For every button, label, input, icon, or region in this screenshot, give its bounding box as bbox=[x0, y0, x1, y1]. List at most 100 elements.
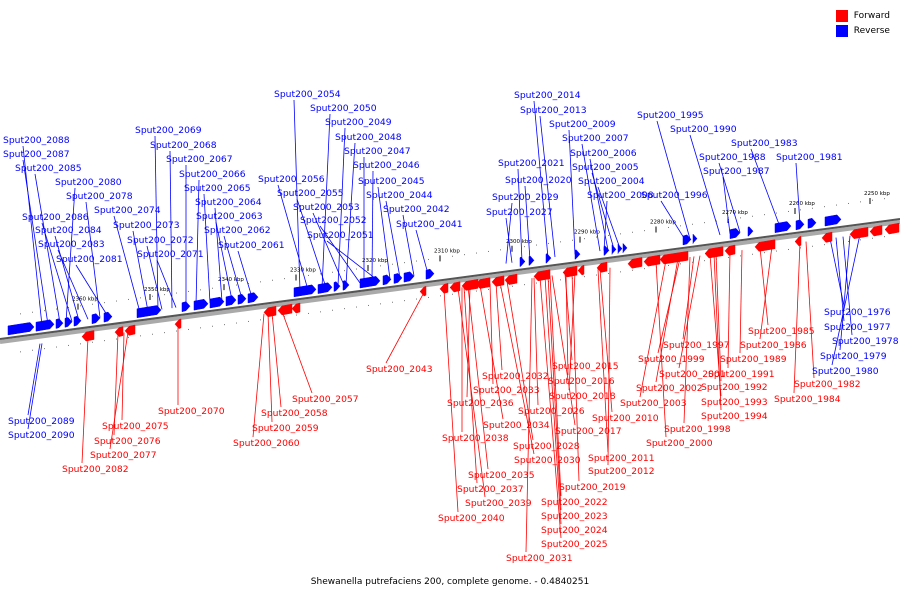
gene-connector bbox=[146, 245, 163, 310]
gene-label-sput200-1980: Sput200_1980 bbox=[812, 366, 879, 377]
reverse-gene-arrow bbox=[333, 281, 341, 292]
gene-label-sput200-2023: Sput200_2023 bbox=[541, 511, 608, 522]
gene-connector bbox=[75, 264, 109, 317]
forward-gene-arrow bbox=[704, 246, 724, 259]
ruler-dot bbox=[788, 210, 789, 212]
ruler-dot bbox=[80, 343, 81, 345]
gene-label-sput200-1994: Sput200_1994 bbox=[701, 411, 768, 422]
gene-label-sput200-1983: Sput200_1983 bbox=[731, 138, 798, 149]
forward-gene-arrow bbox=[491, 275, 505, 287]
gene-label-sput200-2064: Sput200_2064 bbox=[195, 197, 262, 208]
ruler-dot bbox=[284, 278, 285, 280]
ruler-dot bbox=[812, 245, 813, 247]
gene-connector bbox=[571, 272, 580, 482]
gene-connector bbox=[713, 253, 722, 411]
gene-connector bbox=[759, 246, 773, 340]
ruler-dot bbox=[308, 274, 309, 276]
ruler-dot bbox=[248, 320, 249, 322]
gene-connector bbox=[34, 173, 61, 324]
gene-label-sput200-2006: Sput200_2006 bbox=[570, 148, 637, 159]
ruler-dot bbox=[764, 214, 765, 216]
ruler-dot bbox=[440, 257, 441, 259]
gene-connector bbox=[655, 261, 667, 438]
gene-connector bbox=[466, 286, 471, 398]
ruler-dot bbox=[248, 282, 249, 284]
gene-connector bbox=[113, 215, 141, 313]
gene-connector bbox=[57, 249, 89, 320]
ruler-dot bbox=[680, 225, 681, 227]
scale-tick-label: 2280 kbp bbox=[650, 220, 676, 226]
reverse-gene-arrow bbox=[317, 282, 333, 294]
gene-label-sput200-2073: Sput200_2073 bbox=[113, 220, 180, 231]
gene-label-sput200-2044: Sput200_2044 bbox=[366, 190, 433, 201]
reverse-gene-arrow bbox=[574, 249, 581, 260]
ruler-dot bbox=[776, 250, 777, 252]
reverse-gene-arrow bbox=[136, 305, 162, 319]
ruler-dot bbox=[692, 261, 693, 263]
ruler-dot bbox=[416, 260, 417, 262]
reverse-gene-arrow bbox=[528, 255, 535, 266]
gene-label-sput200-2090: Sput200_2090 bbox=[8, 430, 75, 441]
gene-connector bbox=[599, 268, 613, 413]
gene-connector bbox=[252, 313, 265, 438]
ruler-dot bbox=[860, 239, 861, 241]
gene-label-sput200-2058: Sput200_2058 bbox=[261, 408, 328, 419]
gene-connector bbox=[319, 225, 361, 284]
reverse-gene-arrow bbox=[774, 221, 792, 233]
gene-label-sput200-1992: Sput200_1992 bbox=[701, 382, 768, 393]
connector-layer bbox=[22, 99, 861, 553]
gene-label-sput200-2036: Sput200_2036 bbox=[447, 398, 514, 409]
gene-label-sput200-2040: Sput200_2040 bbox=[438, 513, 505, 524]
gene-connector bbox=[718, 162, 741, 233]
gene-label-sput200-2080: Sput200_2080 bbox=[55, 177, 122, 188]
gene-label-sput200-2075: Sput200_2075 bbox=[102, 421, 169, 432]
gene-label-sput200-1985: Sput200_1985 bbox=[748, 326, 815, 337]
gene-label-sput200-2039: Sput200_2039 bbox=[465, 498, 532, 509]
forward-gene-arrow bbox=[263, 305, 277, 318]
reverse-gene-arrow bbox=[692, 233, 698, 244]
forward-swatch bbox=[835, 9, 848, 22]
ruler-dot bbox=[164, 294, 165, 296]
gene-label-sput200-2007: Sput200_2007 bbox=[562, 133, 629, 144]
scale-tick-label: 2320 kbp bbox=[362, 258, 388, 264]
gene-label-sput200-1999: Sput200_1999 bbox=[638, 354, 705, 365]
gene-label-sput200-2068: Sput200_2068 bbox=[150, 140, 217, 151]
reverse-gene-arrow bbox=[209, 296, 225, 309]
forward-gene-arrow bbox=[659, 250, 689, 265]
gene-label-sput200-2043: Sput200_2043 bbox=[366, 364, 433, 375]
gene-label-sput200-1996: Sput200_1996 bbox=[641, 190, 708, 201]
gene-connector bbox=[678, 255, 701, 369]
reverse-gene-arrow bbox=[359, 276, 381, 289]
gene-label-sput200-2003: Sput200_2003 bbox=[620, 398, 687, 409]
gene-label-sput200-2069: Sput200_2069 bbox=[135, 125, 202, 136]
ruler-dot bbox=[836, 204, 837, 206]
gene-connector bbox=[489, 283, 494, 385]
gene-connector bbox=[517, 168, 523, 262]
scale-tick-label: 2310 kbp bbox=[434, 248, 460, 254]
ruler-dot bbox=[404, 300, 405, 302]
ruler-dot bbox=[596, 274, 597, 276]
ruler-dot bbox=[200, 289, 201, 291]
ruler-dot bbox=[224, 286, 225, 288]
legend-forward-label: Forward bbox=[853, 10, 890, 21]
gene-label-sput200-2000: Sput200_2000 bbox=[646, 438, 713, 449]
gene-label-sput200-2018: Sput200_2018 bbox=[549, 391, 616, 402]
ruler-dot bbox=[92, 341, 93, 343]
ruler-dot bbox=[476, 290, 477, 292]
ruler-dot bbox=[860, 201, 861, 203]
ruler-dot bbox=[296, 276, 297, 278]
gene-label-sput200-1979: Sput200_1979 bbox=[820, 351, 887, 362]
forward-gene-arrow bbox=[884, 222, 900, 235]
gene-label-sput200-1986: Sput200_1986 bbox=[740, 340, 807, 351]
ruler-dot bbox=[644, 230, 645, 232]
ruler-dot bbox=[692, 223, 693, 225]
ruler-dot bbox=[20, 351, 21, 353]
ruler-dot bbox=[524, 246, 525, 248]
ruler-dot bbox=[704, 260, 705, 262]
gene-label-sput200-2087: Sput200_2087 bbox=[3, 149, 70, 160]
gene-label-sput200-1976: Sput200_1976 bbox=[824, 307, 891, 318]
ruler-dot bbox=[200, 327, 201, 329]
reverse-gene-arrow bbox=[73, 315, 82, 327]
reverse-gene-arrow bbox=[617, 243, 623, 254]
ruler-dot bbox=[20, 313, 21, 315]
